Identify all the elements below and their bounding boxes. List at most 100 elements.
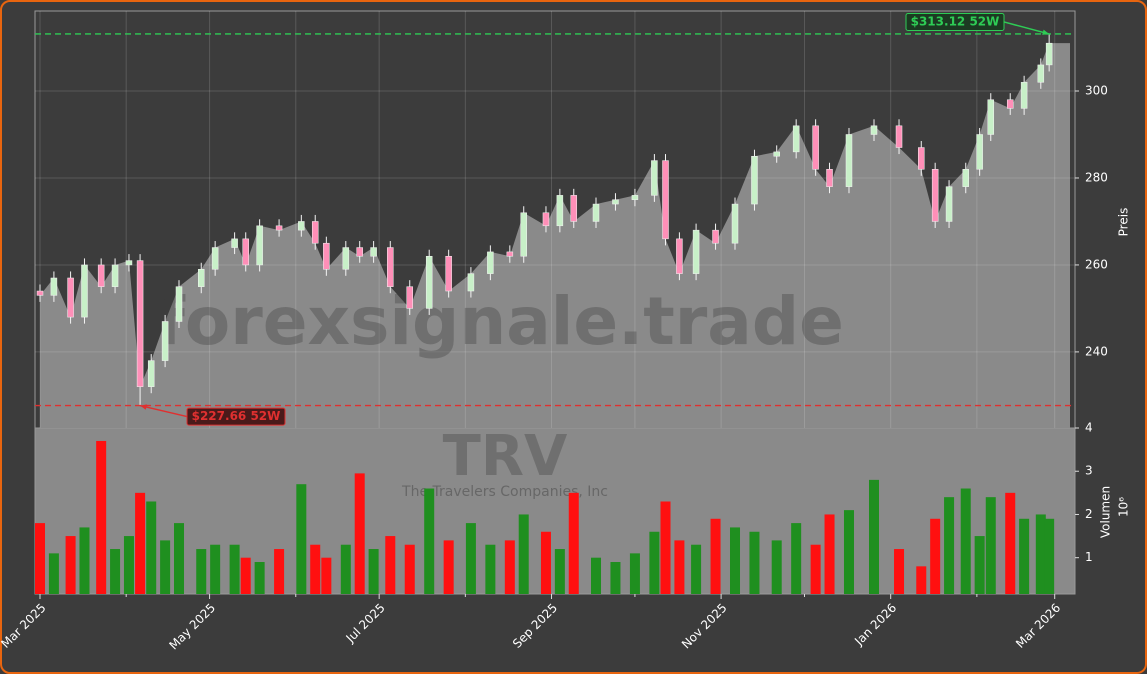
volume-bar — [869, 479, 880, 594]
candle-body — [50, 277, 58, 296]
volume-bar — [674, 540, 685, 594]
volume-bar — [843, 510, 854, 594]
candle-body — [792, 125, 800, 153]
volume-bar — [1044, 518, 1055, 594]
volume-bar — [610, 562, 621, 594]
candle-body — [387, 247, 394, 287]
candle-body — [631, 195, 639, 200]
volume-bar — [824, 514, 835, 594]
volume-bar — [730, 527, 741, 594]
watermark-company: The Travelers Companies, Inc — [401, 484, 608, 500]
candle-body — [256, 225, 263, 266]
candle-body — [323, 242, 330, 270]
volume-bar — [518, 514, 529, 594]
volume-bar — [424, 488, 435, 594]
candle-body — [275, 225, 283, 231]
x-tick-label: Mar 2026 — [1013, 601, 1063, 651]
candle-body — [67, 277, 74, 318]
candle-body — [1037, 64, 1045, 83]
volume-bar — [930, 518, 941, 594]
volume-bar — [321, 557, 332, 594]
volume-bar — [229, 544, 240, 594]
y2-tick-label: 1 — [1085, 550, 1093, 564]
candle-body — [731, 203, 739, 244]
watermark: forexsignale.trade — [156, 283, 844, 360]
volume-bar — [35, 523, 46, 594]
candle-body — [242, 238, 249, 266]
volume-bar — [135, 492, 146, 594]
x-tick-label: Jan 2026 — [851, 601, 899, 649]
volume-bar — [96, 440, 107, 594]
candle-body — [918, 147, 925, 170]
candle-body — [147, 360, 155, 387]
candle-body — [692, 229, 700, 274]
y-axis-label: Preis — [1117, 208, 1131, 237]
volume-bar — [660, 501, 671, 594]
candle-body — [125, 260, 133, 266]
volume-bar — [110, 549, 121, 594]
candle-body — [136, 260, 144, 387]
candle-body — [406, 286, 413, 309]
annotation-label: $313.12 52W — [911, 14, 1000, 28]
volume-bar — [465, 523, 476, 594]
candle-body — [773, 151, 780, 157]
arrow-head — [1042, 29, 1050, 35]
y2-axis-exponent: 10⁶ — [1117, 497, 1131, 517]
volume-bar — [310, 544, 321, 594]
candle-body — [311, 221, 319, 244]
y2-tick-label: 4 — [1085, 421, 1093, 435]
volume-bar — [691, 544, 702, 594]
volume-bar — [568, 492, 579, 594]
volume-bar — [210, 544, 221, 594]
volume-bar — [791, 523, 802, 594]
volume-bar — [296, 484, 307, 594]
volume-bar — [385, 536, 396, 594]
volume-bar — [974, 536, 985, 594]
volume-bar — [160, 540, 171, 594]
volume-bar — [710, 518, 721, 594]
candle-body — [356, 247, 363, 257]
candle-body — [445, 255, 452, 292]
y2-tick-label: 2 — [1085, 507, 1093, 521]
candle-body — [487, 251, 494, 274]
candle-body — [570, 195, 578, 222]
volume-bar — [254, 562, 265, 594]
candle-body — [36, 290, 44, 296]
volume-bar — [591, 557, 602, 594]
y-tick-label: 280 — [1085, 170, 1108, 184]
candle-body — [467, 273, 475, 292]
volume-bar — [274, 549, 285, 594]
volume-bar — [960, 488, 971, 594]
watermark-ticker: TRV — [443, 424, 568, 489]
candle-body — [298, 221, 305, 231]
candle-body — [111, 264, 119, 287]
volume-bar — [240, 557, 251, 594]
candle-body — [211, 247, 219, 270]
candle-body — [812, 125, 819, 170]
x-tick-label: Nov 2025 — [679, 601, 730, 652]
x-tick-label: May 2025 — [166, 601, 218, 653]
volume-bar — [894, 549, 905, 594]
candle-body — [676, 238, 683, 274]
volume-bar — [649, 531, 660, 594]
candle-body — [520, 212, 527, 257]
volume-bar — [485, 544, 496, 594]
volume-bar — [944, 497, 955, 594]
candle-body — [425, 255, 433, 309]
candle-body — [506, 251, 514, 257]
x-tick-label: Jul 2025 — [343, 601, 388, 646]
close-area — [40, 43, 1070, 428]
volume-bar — [504, 540, 515, 594]
candle-body — [97, 264, 105, 287]
candle-body — [342, 247, 350, 270]
y-tick-label: 300 — [1085, 84, 1108, 98]
candle-body — [931, 169, 939, 222]
candle-body — [826, 169, 833, 187]
candle-body — [175, 286, 183, 322]
volume-bar — [1005, 492, 1016, 594]
annotation-label: $227.66 52W — [192, 409, 281, 423]
candle-body — [161, 321, 169, 361]
annotation-arrow — [1003, 21, 1050, 35]
y-tick-label: 260 — [1085, 257, 1108, 271]
